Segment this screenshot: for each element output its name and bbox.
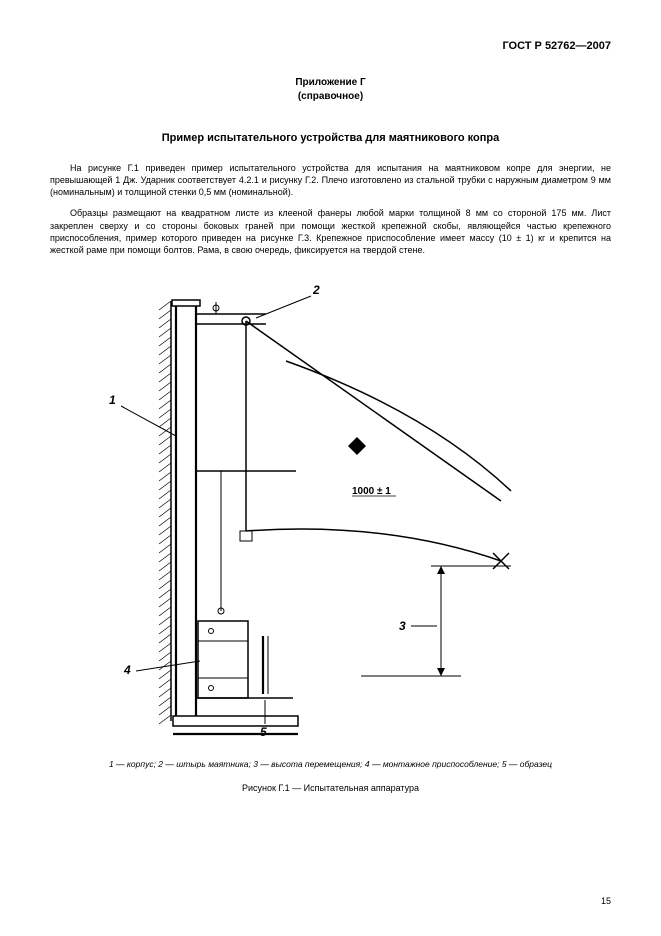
appendix-label: Приложение Г <box>295 77 365 88</box>
svg-text:1: 1 <box>109 393 116 407</box>
paragraph-1: На рисунке Г.1 приведен пример испытател… <box>50 162 611 198</box>
document-id: ГОСТ Р 52762—2007 <box>50 40 611 52</box>
paragraph-2: Образцы размещают на квадратном листе из… <box>50 207 611 256</box>
figure-caption: Рисунок Г.1 — Испытательная аппаратура <box>50 783 611 793</box>
svg-text:2: 2 <box>312 283 320 297</box>
svg-text:1000 ± 1: 1000 ± 1 <box>352 486 391 497</box>
pendulum-diagram: 1000 ± 1 1 2 3 4 5 <box>81 266 581 746</box>
figure-legend: 1 — корпус; 2 — штырь маятника; 3 — высо… <box>50 759 611 769</box>
appendix-note: (справочное) <box>298 91 363 102</box>
svg-text:3: 3 <box>399 619 406 633</box>
svg-text:5: 5 <box>260 725 267 739</box>
appendix-heading: Приложение Г (справочное) <box>50 76 611 104</box>
figure-g1: 1000 ± 1 1 2 3 4 5 <box>50 266 611 751</box>
svg-text:4: 4 <box>123 663 131 677</box>
section-title: Пример испытательного устройства для мая… <box>50 132 611 144</box>
page-number: 15 <box>601 896 611 906</box>
